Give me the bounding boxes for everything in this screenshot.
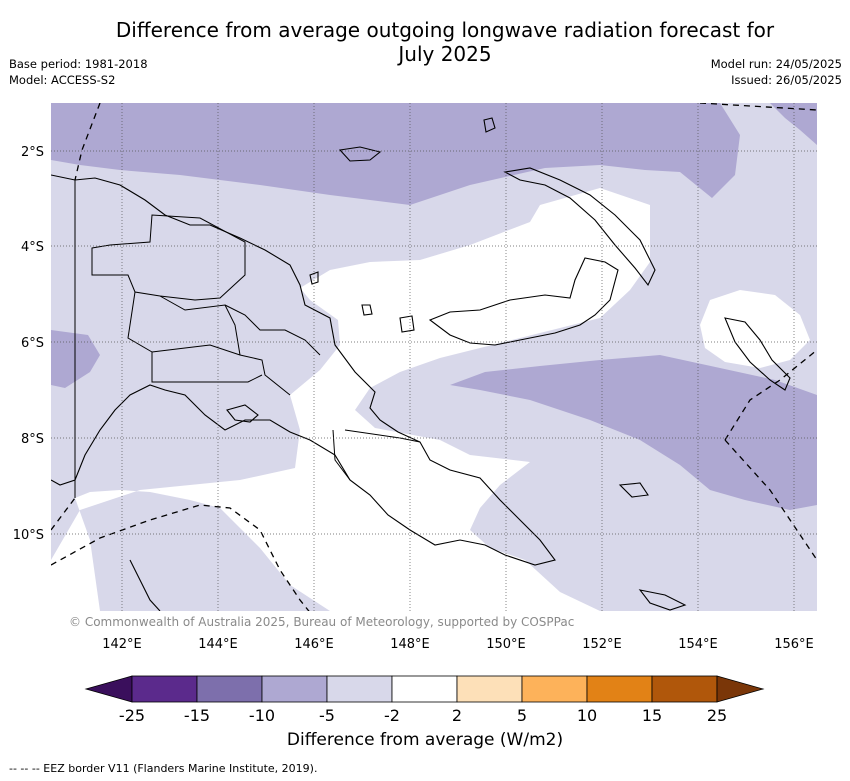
colorbar-tick-label: 2 — [452, 706, 462, 725]
colorbar-segment — [196, 675, 263, 703]
colorbar-segment — [586, 675, 653, 703]
colorbar-segment — [131, 675, 198, 703]
colorbar-tick-label: -15 — [184, 706, 210, 725]
colorbar-tick-label: 5 — [517, 706, 527, 725]
lat-label: 4°S — [21, 240, 44, 255]
colorbar-segment — [521, 675, 588, 703]
anomaly-band-north — [51, 103, 740, 205]
colorbar-segment — [261, 675, 328, 703]
model-info: Base period: 1981-2018 Model: ACCESS-S2 — [9, 56, 148, 88]
eez-legend-note: -- -- -- EEZ border V11 (Flanders Marine… — [9, 762, 318, 775]
longitude-labels: 142°E 144°E 146°E 148°E 150°E 152°E 154°… — [102, 637, 814, 652]
anomaly-band-northeast — [770, 103, 817, 145]
colorbar-segment — [651, 675, 718, 703]
colorbar-tick-label: -2 — [384, 706, 400, 725]
colorbar-segment — [391, 675, 458, 703]
lat-label: 10°S — [13, 528, 44, 543]
issued-date: Issued: 26/05/2025 — [731, 73, 842, 87]
lat-label: 2°S — [21, 145, 44, 160]
model-run: Model run: 24/05/2025 — [710, 57, 842, 71]
run-info: Model run: 24/05/2025 Issued: 26/05/2025 — [711, 56, 842, 88]
latitude-labels: 2°S 4°S 6°S 8°S 10°S — [13, 145, 44, 543]
title-line-2: July 2025 — [398, 42, 492, 66]
lon-label: 150°E — [486, 637, 526, 652]
colorbar-arrow-low — [84, 675, 133, 703]
map-plot-area — [51, 103, 817, 611]
eez-borders — [51, 103, 817, 611]
colorbar-tick-label: -5 — [319, 706, 335, 725]
colorbar-title: Difference from average (W/m2) — [286, 730, 564, 750]
boundaries — [74, 180, 421, 498]
lon-label: 146°E — [294, 637, 334, 652]
colorbar-tick-label: -25 — [119, 706, 145, 725]
lon-label: 142°E — [102, 637, 142, 652]
base-period: Base period: 1981-2018 — [9, 57, 148, 71]
lon-label: 144°E — [198, 637, 238, 652]
lon-label: 152°E — [582, 637, 622, 652]
title-line-1: Difference from average outgoing longwav… — [115, 18, 775, 42]
anomaly-band-east — [450, 355, 817, 510]
colorbar-arrow-high — [716, 675, 765, 703]
graticule — [51, 103, 817, 611]
anomaly-band-neutral — [51, 188, 650, 611]
colorbar-tick-label: 15 — [642, 706, 662, 725]
lat-label: 6°S — [21, 336, 44, 351]
colorbar-tick-label: -10 — [249, 706, 275, 725]
lat-label: 8°S — [21, 432, 44, 447]
lon-label: 148°E — [390, 637, 430, 652]
colorbar-tick-labels: -25 -15 -10 -5 -2 2 5 10 15 25 — [119, 706, 727, 725]
model-name: Model: ACCESS-S2 — [9, 73, 116, 87]
map-title: Difference from average outgoing longwav… — [80, 18, 810, 66]
lon-label: 156°E — [774, 637, 814, 652]
lon-label: 154°E — [678, 637, 718, 652]
colorbar-tick-label: 25 — [707, 706, 727, 725]
coastlines — [51, 117, 791, 611]
colorbar — [84, 675, 765, 703]
copyright-notice: © Commonwealth of Australia 2025, Bureau… — [69, 615, 574, 629]
colorbar-segment — [456, 675, 523, 703]
colorbar-segment — [326, 675, 393, 703]
anomaly-band-neutral-east — [700, 290, 810, 368]
colorbar-tick-label: 10 — [577, 706, 597, 725]
